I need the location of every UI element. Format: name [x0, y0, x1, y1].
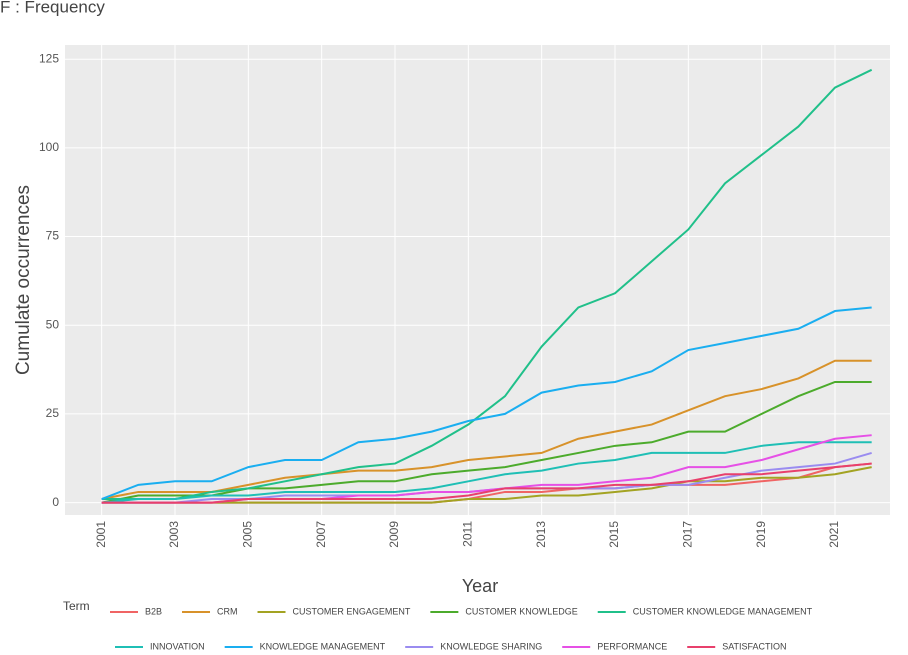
- x-tick-label: 2011: [461, 521, 475, 547]
- x-axis-label: Year: [462, 576, 498, 596]
- series-line: [101, 380, 872, 504]
- x-tick-label: 2013: [534, 521, 548, 548]
- series-line: [101, 441, 872, 504]
- x-tick-label: 2005: [241, 521, 255, 548]
- y-axis-label: Cumulate occurrences: [13, 185, 34, 375]
- legend-label: CUSTOMER ENGAGEMENT: [293, 606, 411, 616]
- x-tick-label: 2003: [167, 521, 181, 548]
- legend-label: PERFORMANCE: [597, 641, 667, 651]
- legend-label: CUSTOMER KNOWLEDGE: [465, 606, 577, 616]
- legend-label: KNOWLEDGE SHARING: [440, 641, 542, 651]
- legend-title: Term: [63, 599, 90, 613]
- series-line: [101, 68, 873, 501]
- chart-title: F : Frequency: [0, 0, 105, 16]
- y-tick-label: 0: [52, 495, 59, 509]
- x-tick-label: 2015: [607, 521, 621, 548]
- legend-label: SATISFACTION: [722, 641, 786, 651]
- x-tick-label: 2009: [387, 521, 401, 548]
- y-tick-label: 25: [46, 406, 60, 420]
- y-tick-label: 75: [46, 229, 60, 243]
- x-tick-label: 2017: [681, 521, 695, 548]
- series-line: [101, 359, 872, 501]
- x-tick-label: 2001: [94, 521, 108, 548]
- legend-label: CUSTOMER KNOWLEDGE MANAGEMENT: [633, 606, 813, 616]
- y-tick-label: 50: [46, 317, 60, 331]
- legend-label: B2B: [145, 606, 162, 616]
- series-line: [101, 306, 872, 500]
- y-tick-label: 125: [39, 51, 59, 65]
- y-tick-label: 100: [39, 140, 59, 154]
- x-tick-label: 2021: [827, 521, 841, 548]
- legend-label: CRM: [217, 606, 238, 616]
- x-tick-label: 2007: [314, 521, 328, 548]
- legend-label: INNOVATION: [150, 641, 205, 651]
- legend-label: KNOWLEDGE MANAGEMENT: [260, 641, 386, 651]
- x-tick-label: 2019: [754, 521, 768, 548]
- series-line: [101, 462, 872, 504]
- plot-background: [65, 45, 890, 515]
- series-line: [101, 466, 872, 504]
